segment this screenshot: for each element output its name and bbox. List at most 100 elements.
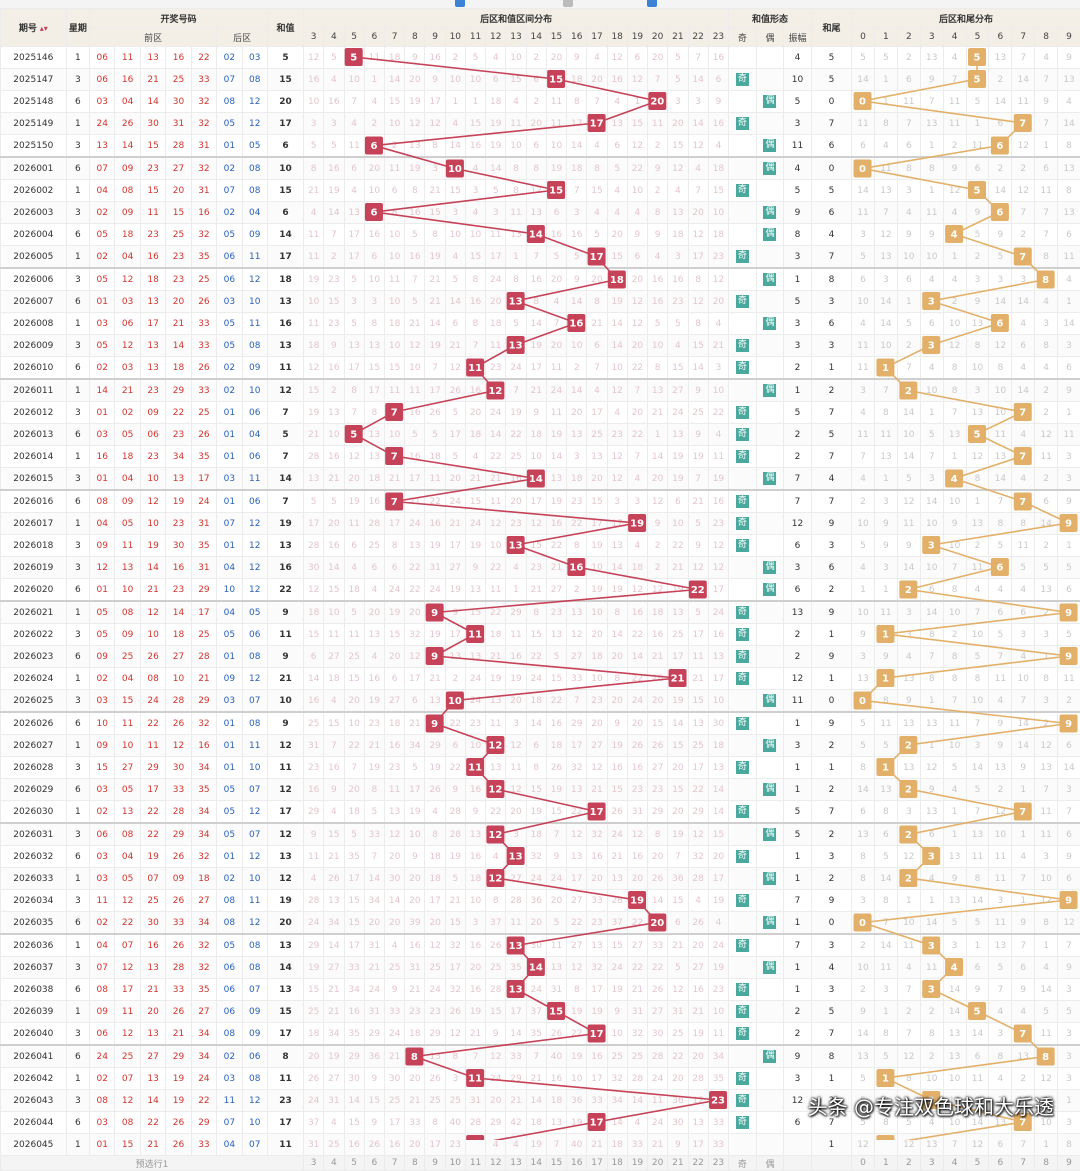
- issue-cell[interactable]: 2026029: [1, 779, 67, 801]
- issue-cell[interactable]: 2025148: [1, 91, 67, 113]
- issue-cell[interactable]: 2026024: [1, 668, 67, 690]
- issue-cell[interactable]: 2026041: [1, 1045, 67, 1068]
- issue-header[interactable]: 期号 ▴▾: [1, 9, 67, 47]
- preselect-sum-cell[interactable]: 17: [587, 1156, 607, 1171]
- preselect-even[interactable]: 偶: [756, 1156, 784, 1171]
- preselect-tail-cell[interactable]: 7: [1012, 1156, 1035, 1171]
- issue-cell[interactable]: 2026004: [1, 224, 67, 246]
- issue-cell[interactable]: 2026018: [1, 535, 67, 557]
- issue-cell[interactable]: 2026044: [1, 1112, 67, 1134]
- issue-cell[interactable]: 2026016: [1, 490, 67, 513]
- issue-cell[interactable]: 2026036: [1, 934, 67, 957]
- preselect-sum-cell[interactable]: 13: [506, 1156, 526, 1171]
- issue-cell[interactable]: 2026014: [1, 446, 67, 468]
- issue-cell[interactable]: 2026011: [1, 379, 67, 402]
- issue-cell[interactable]: 2026001: [1, 157, 67, 180]
- issue-cell[interactable]: 2026043: [1, 1090, 67, 1112]
- preselect-sum-cell[interactable]: 10: [445, 1156, 465, 1171]
- issue-cell[interactable]: 2026002: [1, 180, 67, 202]
- issue-cell[interactable]: 2025147: [1, 69, 67, 91]
- issue-cell[interactable]: 2026030: [1, 801, 67, 824]
- issue-cell[interactable]: 2026042: [1, 1068, 67, 1090]
- issue-cell[interactable]: 2025150: [1, 135, 67, 158]
- issue-cell[interactable]: 2026039: [1, 1001, 67, 1023]
- issue-cell[interactable]: 2026008: [1, 313, 67, 335]
- issue-cell[interactable]: 2026031: [1, 823, 67, 846]
- issue-cell[interactable]: 2026032: [1, 846, 67, 868]
- preselect-amp[interactable]: [784, 1156, 812, 1171]
- issue-cell[interactable]: 2026034: [1, 890, 67, 912]
- issue-cell[interactable]: 2026035: [1, 912, 67, 935]
- preselect-sum-cell[interactable]: 6: [364, 1156, 384, 1171]
- issue-cell[interactable]: 2026013: [1, 424, 67, 446]
- issue-cell[interactable]: 2026021: [1, 601, 67, 624]
- issue-cell[interactable]: 2026038: [1, 979, 67, 1001]
- issue-cell[interactable]: 2026026: [1, 712, 67, 735]
- issue-cell[interactable]: 2026027: [1, 735, 67, 757]
- checkbox-icon[interactable]: [647, 0, 657, 7]
- preselect-sum-cell[interactable]: 23: [708, 1156, 728, 1171]
- preselect-tail-cell[interactable]: 3: [920, 1156, 943, 1171]
- issue-cell[interactable]: 2026019: [1, 557, 67, 579]
- issue-cell[interactable]: 2026017: [1, 513, 67, 535]
- preselect-sum-cell[interactable]: 8: [405, 1156, 425, 1171]
- preselect-tail-cell[interactable]: 8: [1035, 1156, 1058, 1171]
- preselect-sum-cell[interactable]: 14: [526, 1156, 546, 1171]
- preselect-sum-cell[interactable]: 18: [607, 1156, 627, 1171]
- preselect-sum-cell[interactable]: 3: [304, 1156, 324, 1171]
- issue-cell[interactable]: 2026040: [1, 1023, 67, 1046]
- preselect-tail-cell[interactable]: 2: [897, 1156, 920, 1171]
- issue-cell[interactable]: 2026025: [1, 690, 67, 713]
- preselect-sum-cell[interactable]: 20: [648, 1156, 668, 1171]
- preselect-sum-cell[interactable]: 19: [627, 1156, 647, 1171]
- preselect-sum-cell[interactable]: 9: [425, 1156, 445, 1171]
- preselect-tail-cell[interactable]: 4: [943, 1156, 966, 1171]
- issue-cell[interactable]: 2026033: [1, 868, 67, 890]
- preselect-sum-cell[interactable]: 15: [546, 1156, 566, 1171]
- preselect-sum-cell[interactable]: 16: [567, 1156, 587, 1171]
- issue-cell[interactable]: 2026037: [1, 957, 67, 979]
- issue-cell[interactable]: 2026005: [1, 246, 67, 269]
- preselect-tail-cell[interactable]: 6: [989, 1156, 1012, 1171]
- preselect-sum-cell[interactable]: 12: [486, 1156, 506, 1171]
- preselect-tail-cell[interactable]: 9: [1058, 1156, 1080, 1171]
- checkbox-icon[interactable]: [455, 0, 465, 7]
- preselect-tail-cell[interactable]: 5: [966, 1156, 989, 1171]
- sort-arrows-icon[interactable]: ▴▾: [37, 24, 48, 33]
- issue-cell[interactable]: 2026006: [1, 268, 67, 291]
- preselect-sum-cell[interactable]: 7: [384, 1156, 404, 1171]
- preselect-sum-cell[interactable]: 4: [324, 1156, 344, 1171]
- preselect-sum-cell[interactable]: 22: [688, 1156, 708, 1171]
- issue-cell[interactable]: 2026045: [1, 1134, 67, 1156]
